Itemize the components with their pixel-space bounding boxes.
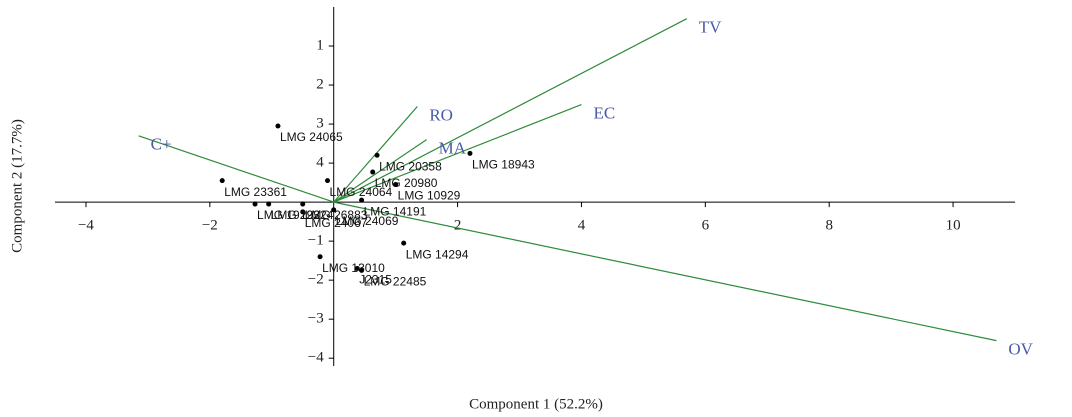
score-point bbox=[300, 209, 306, 215]
point-label: LMG 20358 bbox=[379, 159, 442, 173]
score-point bbox=[467, 150, 473, 156]
point-label: LMG 13010 bbox=[322, 261, 385, 275]
point-label: LMG 10929 bbox=[398, 189, 461, 203]
x-tick-label: 6 bbox=[702, 218, 710, 234]
point-label: LMG 24067 bbox=[305, 216, 368, 230]
score-point bbox=[374, 152, 380, 158]
x-tick-label: 2 bbox=[454, 218, 462, 234]
point-label: LMG 24069 bbox=[336, 214, 399, 228]
point-label: LMG 19223 bbox=[257, 208, 320, 222]
score-point bbox=[393, 182, 399, 188]
score-point bbox=[370, 169, 376, 175]
point-label: LMG 24064 bbox=[330, 185, 393, 199]
score-point bbox=[219, 178, 225, 184]
x-tick-label: 4 bbox=[578, 218, 586, 234]
y-tick-label: 3 bbox=[316, 116, 324, 132]
score-point bbox=[275, 123, 281, 129]
point-label: LMG 20980 bbox=[375, 176, 438, 190]
point-label: LMG 23361 bbox=[224, 185, 287, 199]
score-point bbox=[331, 207, 337, 213]
point-label: J2315 bbox=[359, 273, 392, 287]
vector-label: EC bbox=[593, 103, 615, 122]
point-label: LMG 22485 bbox=[364, 275, 427, 289]
x-axis-title: Component 1 (52.2%) bbox=[469, 396, 603, 412]
point-label: LMG 19224 bbox=[271, 208, 334, 222]
loading-vector bbox=[333, 18, 688, 203]
y-tick-label: −3 bbox=[308, 311, 324, 327]
vector-label: C+ bbox=[151, 135, 172, 154]
score-point bbox=[359, 197, 365, 203]
loading-vector bbox=[333, 139, 427, 203]
loading-vector bbox=[333, 103, 582, 203]
point-label: LMG 14191 bbox=[364, 204, 427, 218]
score-point bbox=[252, 201, 258, 207]
y-tick-label: 2 bbox=[316, 76, 324, 92]
score-point bbox=[354, 265, 360, 271]
loading-vector bbox=[138, 135, 334, 203]
vector-label: RO bbox=[429, 105, 453, 124]
point-label: LMG 14294 bbox=[406, 247, 469, 261]
y-tick-label: −1 bbox=[308, 233, 324, 249]
point-label: LMG 24065 bbox=[280, 130, 343, 144]
y-tick-label: 1 bbox=[316, 37, 324, 53]
y-tick-label: −4 bbox=[308, 350, 324, 366]
score-point bbox=[401, 240, 407, 246]
x-tick-label: −4 bbox=[78, 218, 94, 234]
point-label: LMG 18943 bbox=[472, 158, 535, 172]
score-point bbox=[300, 201, 306, 207]
vector-label: OV bbox=[1008, 340, 1033, 359]
vector-label: TV bbox=[699, 18, 722, 37]
y-tick-label: −2 bbox=[308, 272, 324, 288]
x-tick-label: −2 bbox=[202, 218, 218, 234]
score-point bbox=[325, 178, 331, 184]
y-axis-title: Component 2 (17.7%) bbox=[9, 119, 25, 253]
y-tick-label: 4 bbox=[316, 155, 324, 171]
score-point bbox=[317, 254, 323, 260]
x-tick-label: 10 bbox=[946, 218, 961, 234]
loading-vector bbox=[333, 201, 997, 342]
score-point bbox=[359, 267, 365, 273]
point-label: LMG 26883 bbox=[305, 208, 368, 222]
vector-label: MA bbox=[439, 139, 467, 158]
x-tick-label: 8 bbox=[825, 218, 833, 234]
score-point bbox=[266, 201, 272, 207]
